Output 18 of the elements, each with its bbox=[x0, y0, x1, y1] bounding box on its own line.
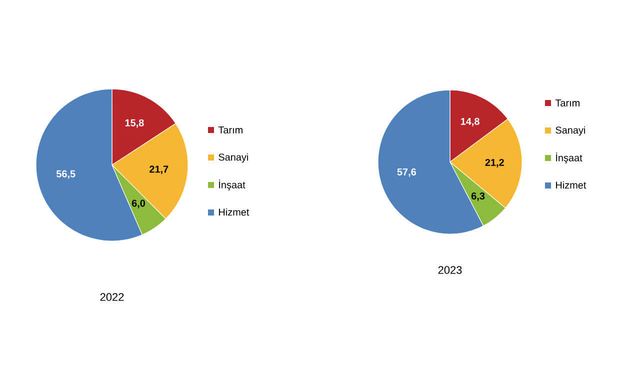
text: 2022 bbox=[100, 293, 124, 301]
data-label: 21,7 bbox=[150, 166, 168, 174]
legend-label: İnşaat bbox=[219, 180, 246, 190]
legend-label: Hizmet bbox=[219, 208, 250, 216]
data-label: 15,8 bbox=[125, 119, 144, 128]
data-label: 6,0 bbox=[132, 200, 146, 208]
data-label: 56,5 bbox=[56, 170, 76, 179]
data-label: 21,2 bbox=[485, 158, 504, 168]
legend-label: Tarım bbox=[555, 100, 580, 106]
data-label: 14,8 bbox=[460, 118, 480, 126]
data-label: 57,6 bbox=[397, 168, 416, 177]
text: 2023 bbox=[438, 266, 462, 274]
legend-label: Hizmet bbox=[556, 181, 586, 189]
legend-label: Sanayi bbox=[556, 126, 585, 136]
legend-label: Tarım bbox=[218, 126, 242, 134]
data-label: 6,3 bbox=[471, 192, 485, 201]
legend-label: İnşaat bbox=[556, 152, 582, 164]
legend-label: Sanayi bbox=[218, 153, 248, 163]
